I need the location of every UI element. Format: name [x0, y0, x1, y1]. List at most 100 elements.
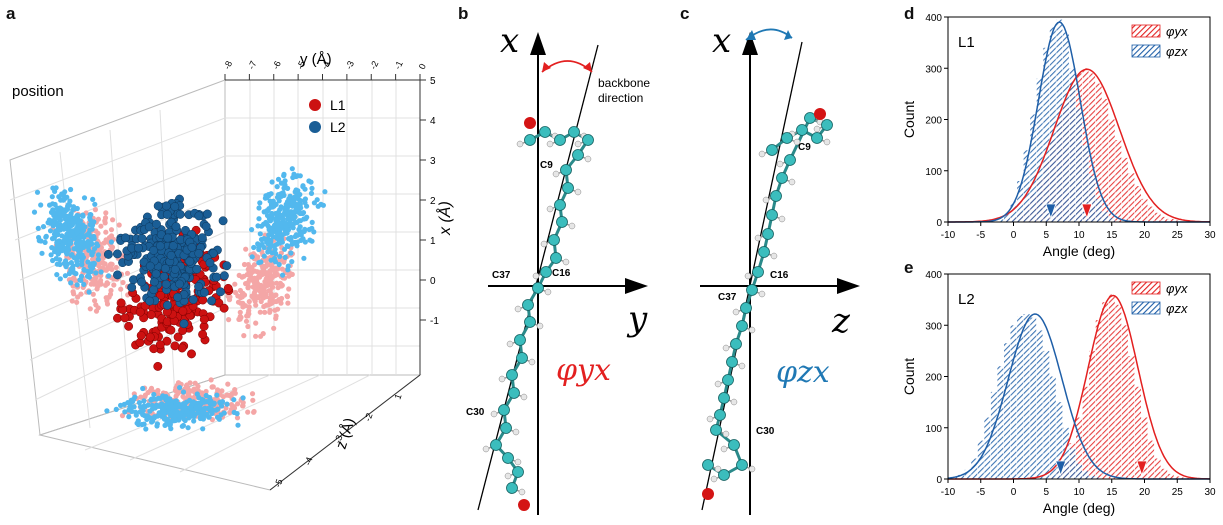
- l2-projection-point: [186, 415, 192, 421]
- carbon-atom: [539, 126, 551, 138]
- l2-point: [173, 292, 183, 302]
- phi-yx-bar: [1167, 218, 1174, 222]
- x-tick-label: 25: [1172, 230, 1184, 241]
- phi-zx-bar: [997, 366, 1004, 479]
- molecule-c: [702, 108, 833, 500]
- phi-zx-bar: [1076, 109, 1082, 222]
- l2-projection-point: [78, 273, 85, 279]
- phi-zx-bar: [1056, 19, 1063, 222]
- l2-point: [216, 287, 225, 297]
- hydrogen-atom: [518, 488, 526, 496]
- atom-c9: C9: [798, 142, 811, 153]
- hydrogen-atom: [714, 380, 722, 388]
- carbon-atom: [710, 424, 722, 436]
- angle-label-phi-yx: φyx: [556, 353, 611, 388]
- l1-projection-point: [173, 393, 179, 399]
- hydrogen-atom: [722, 344, 730, 352]
- hydrogen-atom: [730, 398, 738, 406]
- l2-projection-point: [301, 228, 307, 234]
- legend-label: φyx: [1166, 24, 1188, 39]
- l1-projection-point: [243, 246, 249, 252]
- l1-projection-point: [155, 387, 161, 394]
- phi-zx-bar: [1010, 325, 1017, 480]
- l2-projection-point: [52, 246, 59, 252]
- l1-projection-point: [237, 309, 243, 315]
- x-tick-label: 20: [1139, 230, 1151, 241]
- panel-c-molecule: x z C9 C16 C37 C30 φzx: [700, 21, 860, 515]
- l1-projection-point: [284, 293, 290, 299]
- carbon-atom: [508, 387, 520, 399]
- l1-point: [198, 295, 208, 305]
- l2-projection-point: [189, 410, 195, 416]
- y-tick-label: -2: [368, 59, 380, 70]
- l2-point: [162, 300, 172, 310]
- l2-projection-point: [59, 233, 65, 239]
- l2-projection-point: [54, 272, 60, 278]
- l1-projection-point: [255, 295, 261, 301]
- l1-projection-point: [102, 220, 108, 226]
- l2-projection-point: [285, 216, 291, 222]
- l2-projection-point: [283, 223, 289, 229]
- l2-projection-point: [282, 182, 288, 188]
- x-tick-label: 0: [1011, 230, 1017, 241]
- phi-zx-bar: [1069, 448, 1076, 480]
- l1-projection-point: [90, 291, 96, 297]
- gaussian-fit-curve: [948, 68, 1211, 223]
- hydrogen-atom: [562, 258, 570, 266]
- l1-projection-point: [226, 317, 232, 323]
- l2-point: [194, 248, 204, 258]
- hydrogen-atom: [574, 140, 582, 148]
- l1-projection-point: [273, 313, 279, 319]
- l2-projection-point: [56, 207, 62, 213]
- l1-projection-point: [75, 294, 81, 300]
- l2-projection-point: [219, 403, 225, 409]
- l1-point: [136, 331, 146, 340]
- l2-projection-point: [277, 253, 283, 260]
- l1-projection-point: [215, 387, 221, 393]
- l2-projection-point: [177, 385, 183, 391]
- hydrogen-atom: [720, 445, 728, 453]
- angle-label-phi-zx: φzx: [776, 355, 830, 390]
- l2-point: [212, 272, 222, 282]
- l2-projection-point: [196, 404, 203, 410]
- y-tick-label: 100: [925, 424, 942, 435]
- phi-zx-bar: [1017, 316, 1024, 479]
- l2-projection-point: [81, 267, 87, 273]
- l1-projection-point: [236, 316, 242, 322]
- l2-point: [197, 233, 207, 243]
- position-label: position: [12, 83, 64, 100]
- l2-projection-point: [129, 399, 136, 405]
- l2-projection-point: [293, 194, 299, 201]
- l2-projection-point: [35, 225, 41, 231]
- l1-projection-point: [98, 223, 104, 229]
- hydrogen-atom: [748, 326, 756, 334]
- l2-projection-point: [219, 399, 226, 405]
- l2-projection-point: [62, 273, 68, 279]
- l2-projection-point: [51, 221, 57, 227]
- l2-point: [170, 202, 180, 212]
- l2-point: [159, 272, 169, 281]
- legend-swatch: [1131, 301, 1161, 315]
- l2-projection-point: [67, 198, 73, 204]
- l1-projection-point: [225, 381, 231, 387]
- y-axis-label: Count: [901, 358, 917, 395]
- l2-projection-point: [81, 195, 88, 201]
- l2-projection-point: [187, 405, 194, 411]
- carbon-atom: [506, 482, 518, 494]
- l1-projection-point: [250, 295, 256, 301]
- carbon-atom: [776, 172, 788, 184]
- legend-label: φyx: [1166, 281, 1188, 296]
- l2-projection-point: [261, 253, 267, 259]
- l2-projection-point: [140, 385, 146, 392]
- l1-point: [124, 321, 134, 331]
- l1-projection-point: [103, 210, 109, 216]
- l2-projection-point: [145, 402, 151, 408]
- x-tick-label: 15: [1106, 487, 1118, 498]
- phi-yx-bar: [1121, 325, 1128, 480]
- l1-projection-point: [88, 281, 94, 287]
- legend-l2-marker: [309, 121, 321, 133]
- l2-projection-point: [34, 189, 41, 195]
- l2-projection-point: [95, 256, 101, 262]
- l1-projection-point: [113, 264, 119, 271]
- phi-zx-bar: [1030, 114, 1037, 222]
